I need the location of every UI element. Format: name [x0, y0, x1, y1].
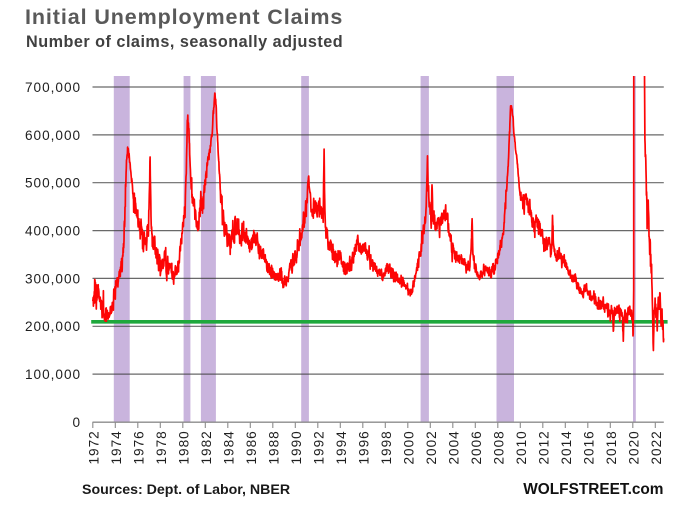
- svg-text:2008: 2008: [492, 430, 507, 464]
- svg-text:2006: 2006: [469, 430, 484, 464]
- svg-text:1996: 1996: [357, 430, 372, 464]
- svg-text:1976: 1976: [132, 430, 147, 464]
- svg-text:500,000: 500,000: [25, 176, 81, 191]
- svg-text:2022: 2022: [649, 430, 664, 464]
- svg-text:2016: 2016: [582, 430, 597, 464]
- svg-text:2002: 2002: [424, 430, 439, 464]
- svg-text:1986: 1986: [244, 430, 259, 464]
- svg-text:0: 0: [73, 415, 82, 430]
- svg-text:2020: 2020: [627, 430, 642, 464]
- svg-text:1992: 1992: [312, 430, 327, 464]
- svg-text:300,000: 300,000: [25, 271, 81, 286]
- svg-text:1990: 1990: [289, 430, 304, 464]
- svg-text:1998: 1998: [379, 430, 394, 464]
- svg-text:2018: 2018: [604, 430, 619, 464]
- svg-text:700,000: 700,000: [25, 80, 81, 95]
- svg-text:2000: 2000: [402, 430, 417, 464]
- svg-text:1972: 1972: [87, 430, 102, 464]
- svg-text:100,000: 100,000: [25, 367, 81, 382]
- svg-text:1984: 1984: [222, 430, 237, 464]
- svg-text:1978: 1978: [154, 430, 169, 464]
- svg-text:600,000: 600,000: [25, 128, 81, 143]
- svg-text:1982: 1982: [199, 430, 214, 464]
- svg-text:1980: 1980: [177, 430, 192, 464]
- svg-text:1974: 1974: [109, 430, 124, 464]
- svg-text:2004: 2004: [447, 430, 462, 464]
- svg-text:200,000: 200,000: [25, 319, 81, 334]
- svg-text:1994: 1994: [334, 430, 349, 464]
- svg-text:1988: 1988: [267, 430, 282, 464]
- svg-text:2012: 2012: [537, 430, 552, 464]
- svg-text:2014: 2014: [559, 430, 574, 464]
- svg-text:400,000: 400,000: [25, 224, 81, 239]
- svg-text:2010: 2010: [514, 430, 529, 464]
